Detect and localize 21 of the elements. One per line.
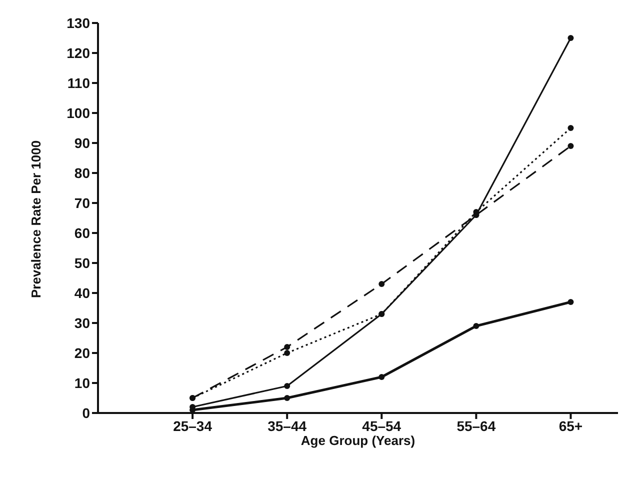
x-axis-title: Age Group (Years): [300, 433, 416, 448]
y-tick-label: 10: [74, 374, 90, 391]
y-tick-label: 70: [74, 194, 90, 211]
y-tick-label: 110: [67, 74, 90, 91]
y-tick-label: 0: [82, 404, 90, 421]
y-tick-label: 60: [74, 224, 90, 241]
y-tick-label: 40: [74, 284, 90, 301]
y-tick-label: 30: [74, 314, 90, 331]
x-tick-label: 65+: [558, 418, 583, 434]
y-tick-label: 50: [74, 254, 90, 271]
y-tick-label: 80: [74, 164, 90, 181]
y-tick-label: 130: [66, 14, 90, 31]
x-tick-label: 25–34: [173, 418, 212, 434]
x-tick-label: 35–44: [268, 418, 307, 434]
y-tick-label: 20: [74, 344, 90, 361]
x-tick-label: 55–64: [456, 418, 496, 434]
y-axis-title: Prevalence Rate Per 1000: [28, 140, 44, 298]
y-tick-label: 120: [66, 44, 90, 61]
x-tick-label: 45–54: [362, 418, 402, 434]
y-tick-label: 90: [74, 134, 90, 151]
y-tick-label: 100: [66, 104, 90, 121]
